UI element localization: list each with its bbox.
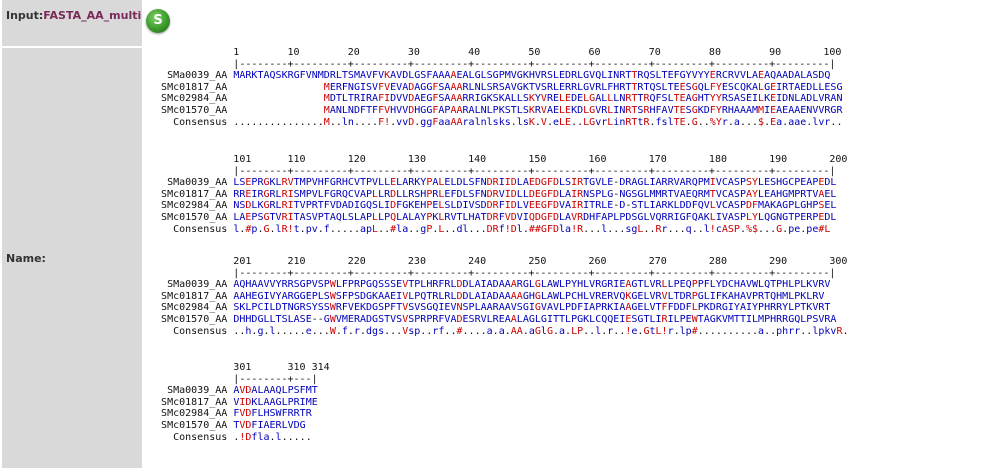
sequence-residues: MANLNDFTFFVHVVDHGGFAPAARALNLPKSTLSKRVAEL… [323,104,843,116]
sequence-name: SMa0039_AA [143,70,234,82]
sequence-row: SMa0039_AA LSEPRGKLRVTMPVHFGRHCVTPVLLELA… [143,177,847,189]
sequence-name: SMc02984_AA [143,408,234,420]
sequence-row: SMa0039_AA MARKTAQSKRGFVNMDRLTSMAVFVKAVD… [143,70,842,82]
sequence-row: SMc01570_AA LAEPSGTVRITASVPTAQLSLAPLLPQL… [143,212,847,224]
sequence-name: Consensus [143,431,234,443]
input-label-cell: Input:FASTA_AA_multi [2,0,142,46]
sequence-residues: MERFNGISVFVEVADAGGFSAAARLNLSRSAVGKTVSRLE… [323,81,843,93]
sequence-row: SMc02984_AA NSDLKGRLRITVPRTFVDADIGQSLIDF… [143,200,847,212]
position-ticks: |--------+---------+---------+---------+… [143,267,836,279]
sequence-row: SMc02984_AA FVDFLHSWFRRTR [143,408,330,420]
sequence-row: SMc01817_AA VIDKLAAGLPRIME [143,397,330,409]
position-ticks: |--------+---| [143,373,318,385]
sequence-row: SMc01570_AA TVDFIAERLVDG [143,420,330,432]
sequence-name: SMc01817_AA [143,396,234,408]
s-button-icon[interactable]: S [146,9,170,33]
sequence-residues: ..h.g.l.....e...W.f.r.dgs...Vsp..rf..#..… [233,325,849,337]
sequence-name: SMc01570_AA [143,313,234,325]
sequence-row: SMc01817_AA MERFNGISVFVEVADAGGFSAAARLNLS… [143,82,842,94]
position-ticks: |--------+---------+---------+---------+… [143,165,836,177]
sequence-row: SMc01570_AA MANLNDFTFFVHVVDHGGFAPAARALNL… [143,105,842,117]
sequence-row: SMc01817_AA AAHEGIVYARGGEPLSWSFPSDGKAAEI… [143,291,849,303]
sequence-residues: LSEPRGKLRVTMPVHFGRHCVTPVLLELARKYPALELDLS… [233,177,837,189]
sequence-residues: DHHDGLLTSLASE--GWVMERADGSTVSVSPRPRFVADES… [233,313,837,325]
consensus-row: Consensus ..h.g.l.....e...W.f.r.dgs...Vs… [143,325,849,338]
sequence-name: Consensus [143,325,234,337]
sequence-name: SMc02984_AA [143,200,234,212]
position-ruler: 101 110 120 130 140 150 160 170 180 190 … [143,154,848,165]
input-value: FASTA_AA_multi [43,9,142,22]
sequence-residues: AQHAAVVYRRSGPVSPWLFPRPGQSSSEVTPLHRFRLDDL… [233,279,831,291]
sequence-name: SMc01570_AA [143,104,234,116]
position-ruler: 201 210 220 230 240 250 260 270 280 290 … [143,256,848,267]
position-ticks: |--------+---------+---------+---------+… [143,58,836,70]
alignment-block-3: 201 210 220 230 240 250 260 270 280 290 … [143,256,849,338]
sequence-residues: LAEPSGTVRITASVPTAQLSLAPLLPQLALAYPKLRVTLH… [233,211,837,223]
sequence-row: SMa0039_AA AQHAAVVYRRSGPVSPWLFPRPGQSSSEV… [143,279,849,291]
input-label: Input:FASTA_AA_multi [6,9,142,22]
name-label-cell: Name: [2,48,142,468]
sequence-name: SMc01817_AA [143,290,234,302]
name-label: Name: [6,252,46,265]
sequence-residues: MARKTAQSKRGFVNMDRLTSMAVFVKAVDLGSFAAAAEAL… [233,70,831,82]
consensus-row: Consensus l.#p.G.lR!t.pv.f.....apL..#la.… [143,224,847,236]
sequence-name: SMa0039_AA [143,177,234,189]
sequence-row: SMa0039_AA AVDALAAQLPSFMT [143,385,330,397]
sequence-residues: l.#p.G.lR!t.pv.f.....apL..#la..gP.L..dl.… [233,223,831,235]
sequence-name: SMc01817_AA [143,81,234,93]
sequence-name: Consensus [143,116,234,128]
sequence-row: SMc02984_AA MDTLTRIRAFIDVVDAEGFSAAARRIGK… [143,93,842,105]
sequence-name: SMc01570_AA [143,419,234,431]
sequence-row: SMc01817_AA RREIRGRLRISMPVLFGRQCVAPLLRDL… [143,189,847,201]
sequence-residues: FVDFLHSWFRRTR [233,408,312,420]
sequence-residues: MDTLTRIRAFIDVVDAEGFSAAARRIGKSKALLSKYVREL… [323,93,843,105]
position-ruler: 301 310 314 [143,362,330,373]
alignment-block-4: 301 310 314 |--------+---| SMa0039_AA AV… [143,362,330,443]
alignment-block-1: 1 10 20 30 40 50 60 70 80 90 100 |------… [143,47,842,128]
sequence-name: SMc02984_AA [143,302,234,314]
sequence-residues: .!Dfla.l..... [233,431,312,443]
consensus-row: Consensus ...............M..ln....F!.vvD… [143,117,842,129]
alignment-block-2: 101 110 120 130 140 150 160 170 180 190 … [143,154,847,235]
sequence-residues: AVDALAAQLPSFMT [233,385,318,397]
sequence-name: SMa0039_AA [143,385,234,397]
sequence-residues: SKLPCILDTNGRSYSSWRFVEKDGSPFTVSVSGQIEVNSP… [233,302,831,314]
consensus-row: Consensus .!Dfla.l..... [143,432,330,444]
sequence-row: SMc02984_AA SKLPCILDTNGRSYSSWRFVEKDGSPFT… [143,302,849,314]
sequence-name: SMa0039_AA [143,279,234,291]
sequence-residues: VIDKLAAGLPRIME [233,396,318,408]
sequence-residues: ...............M..ln....F!.vvD.ggFaaAAra… [233,116,843,128]
sequence-residues: TVDFIAERLVDG [233,419,306,431]
sequence-residues: NSDLKGRLRITVPRTFVDADIGQSLIDFGKEHPELSLDIV… [233,200,837,212]
sequence-residues: RREIRGRLRISMPVLFGRQCVAPLLRDLLRSHPRLEFDLS… [233,188,837,200]
sequence-name: SMc01817_AA [143,188,234,200]
sequence-name: SMc01570_AA [143,211,234,223]
sequence-name: SMc02984_AA [143,93,234,105]
position-ruler: 1 10 20 30 40 50 60 70 80 90 100 [143,47,842,58]
sequence-residues: AAHEGIVYARGGEPLSWSFPSDGKAAEIVLPQTRLRLDDL… [233,290,825,302]
sequence-row: SMc01570_AA DHHDGLLTSLASE--GWVMERADGSTVS… [143,314,849,326]
sequence-name: Consensus [143,223,234,235]
